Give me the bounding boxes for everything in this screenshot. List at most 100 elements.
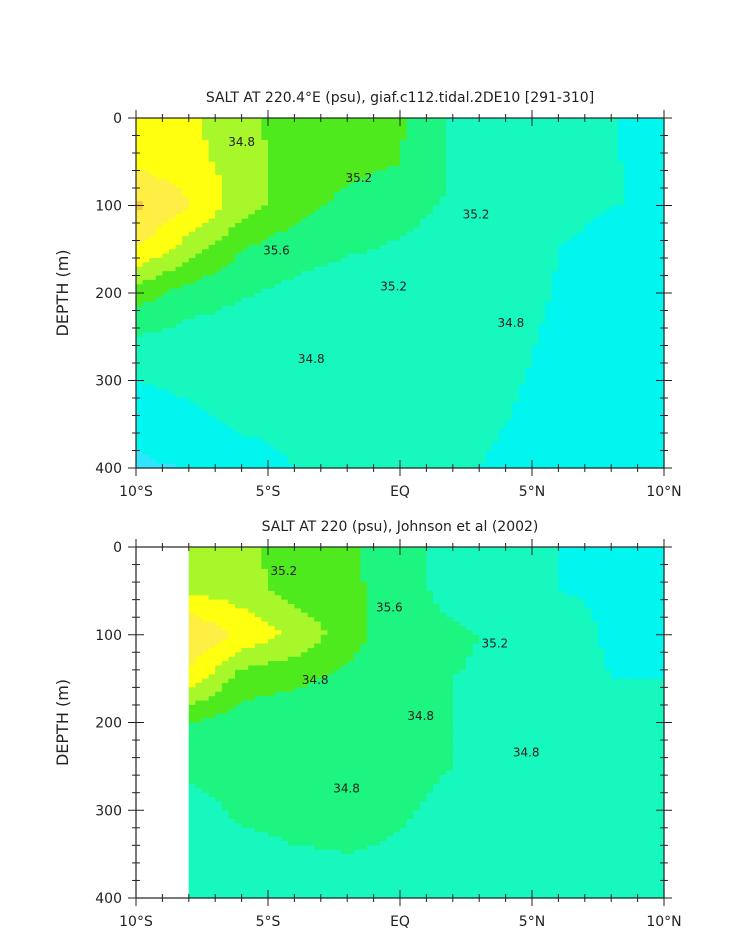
salinity-cell bbox=[248, 297, 256, 303]
salinity-cell bbox=[254, 183, 262, 189]
salinity-cell bbox=[202, 367, 210, 373]
salinity-cell bbox=[578, 341, 586, 347]
salinity-cell bbox=[406, 323, 414, 329]
salinity-cell bbox=[169, 209, 177, 215]
salinity-cell bbox=[472, 201, 480, 207]
salinity-cell bbox=[479, 139, 487, 145]
salinity-cell bbox=[565, 328, 573, 333]
salinity-cell bbox=[400, 236, 408, 242]
salinity-cell bbox=[393, 371, 401, 377]
salinity-cell bbox=[637, 319, 645, 325]
salinity-cell bbox=[485, 196, 493, 202]
salinity-cell bbox=[611, 293, 619, 298]
salinity-cell bbox=[426, 380, 434, 386]
salinity-cell bbox=[169, 358, 177, 364]
salinity-cell bbox=[307, 384, 315, 390]
salinity-cell bbox=[604, 332, 612, 338]
salinity-cell bbox=[182, 122, 190, 128]
salinity-cell bbox=[644, 253, 652, 259]
salinity-cell bbox=[380, 139, 388, 145]
salinity-cell bbox=[155, 258, 163, 263]
salinity-cell bbox=[400, 188, 408, 193]
salinity-cell bbox=[155, 249, 163, 255]
salinity-cell bbox=[657, 336, 665, 342]
salinity-cell bbox=[367, 297, 375, 303]
salinity-cell bbox=[466, 157, 474, 163]
salinity-cell bbox=[386, 188, 394, 193]
salinity-cell bbox=[367, 288, 375, 294]
salinity-cell bbox=[182, 319, 190, 325]
salinity-cell bbox=[532, 188, 540, 193]
salinity-cell bbox=[492, 253, 500, 259]
salinity-cell bbox=[307, 118, 315, 123]
salinity-cell bbox=[136, 122, 144, 128]
salinity-cell bbox=[472, 223, 480, 228]
salinity-cell bbox=[314, 358, 322, 364]
salinity-cell bbox=[631, 166, 639, 172]
salinity-cell bbox=[631, 332, 639, 338]
salinity-cell bbox=[320, 367, 328, 373]
salinity-cell bbox=[466, 214, 474, 220]
salinity-cell bbox=[650, 301, 658, 307]
salinity-cell bbox=[188, 192, 196, 198]
salinity-cell bbox=[268, 271, 276, 277]
salinity-cell bbox=[624, 328, 632, 333]
salinity-cell bbox=[505, 371, 513, 377]
salinity-cell bbox=[307, 345, 315, 351]
salinity-cell bbox=[340, 345, 348, 351]
salinity-cell bbox=[169, 227, 177, 233]
salinity-cell bbox=[228, 144, 236, 150]
salinity-cell bbox=[360, 148, 368, 154]
salinity-cell bbox=[301, 297, 309, 303]
salinity-cell bbox=[202, 161, 210, 167]
salinity-cell bbox=[142, 363, 150, 368]
salinity-cell bbox=[532, 170, 540, 176]
salinity-cell bbox=[413, 214, 421, 220]
salinity-cell bbox=[499, 284, 507, 290]
salinity-cell bbox=[611, 231, 619, 237]
salinity-cell bbox=[624, 192, 632, 198]
salinity-cell bbox=[591, 135, 599, 141]
salinity-cell bbox=[598, 380, 606, 386]
salinity-cell bbox=[215, 118, 223, 123]
salinity-cell bbox=[558, 323, 566, 329]
salinity-cell bbox=[301, 139, 309, 145]
salinity-cell bbox=[353, 371, 361, 377]
salinity-cell bbox=[195, 349, 203, 355]
salinity-cell bbox=[565, 249, 573, 255]
salinity-cell bbox=[532, 157, 540, 163]
salinity-cell bbox=[367, 258, 375, 263]
salinity-cell bbox=[221, 227, 229, 233]
salinity-cell bbox=[254, 170, 262, 176]
salinity-cell bbox=[637, 363, 645, 368]
salinity-cell bbox=[631, 157, 639, 163]
salinity-cell bbox=[617, 271, 625, 277]
salinity-cell bbox=[353, 266, 361, 272]
salinity-cell bbox=[624, 157, 632, 163]
salinity-cell bbox=[446, 227, 454, 233]
salinity-cell bbox=[604, 157, 612, 163]
salinity-cell bbox=[367, 328, 375, 333]
salinity-cell bbox=[360, 131, 368, 137]
salinity-cell bbox=[175, 349, 183, 355]
salinity-cell bbox=[254, 161, 262, 167]
salinity-cell bbox=[558, 336, 566, 342]
salinity-cell bbox=[334, 166, 342, 172]
salinity-cell bbox=[485, 157, 493, 163]
salinity-cell bbox=[268, 288, 276, 294]
salinity-cell bbox=[426, 157, 434, 163]
salinity-cell bbox=[195, 148, 203, 154]
salinity-cell bbox=[169, 293, 177, 298]
salinity-cell bbox=[499, 376, 507, 382]
salinity-cell bbox=[426, 253, 434, 259]
salinity-cell bbox=[631, 126, 639, 132]
salinity-cell bbox=[149, 314, 157, 320]
salinity-cell bbox=[188, 279, 196, 285]
salinity-cell bbox=[327, 363, 335, 368]
salinity-cell bbox=[545, 306, 553, 312]
salinity-cell bbox=[268, 218, 276, 224]
salinity-cell bbox=[578, 236, 586, 242]
salinity-cell bbox=[631, 196, 639, 202]
salinity-cell bbox=[565, 258, 573, 263]
salinity-cell bbox=[565, 223, 573, 228]
